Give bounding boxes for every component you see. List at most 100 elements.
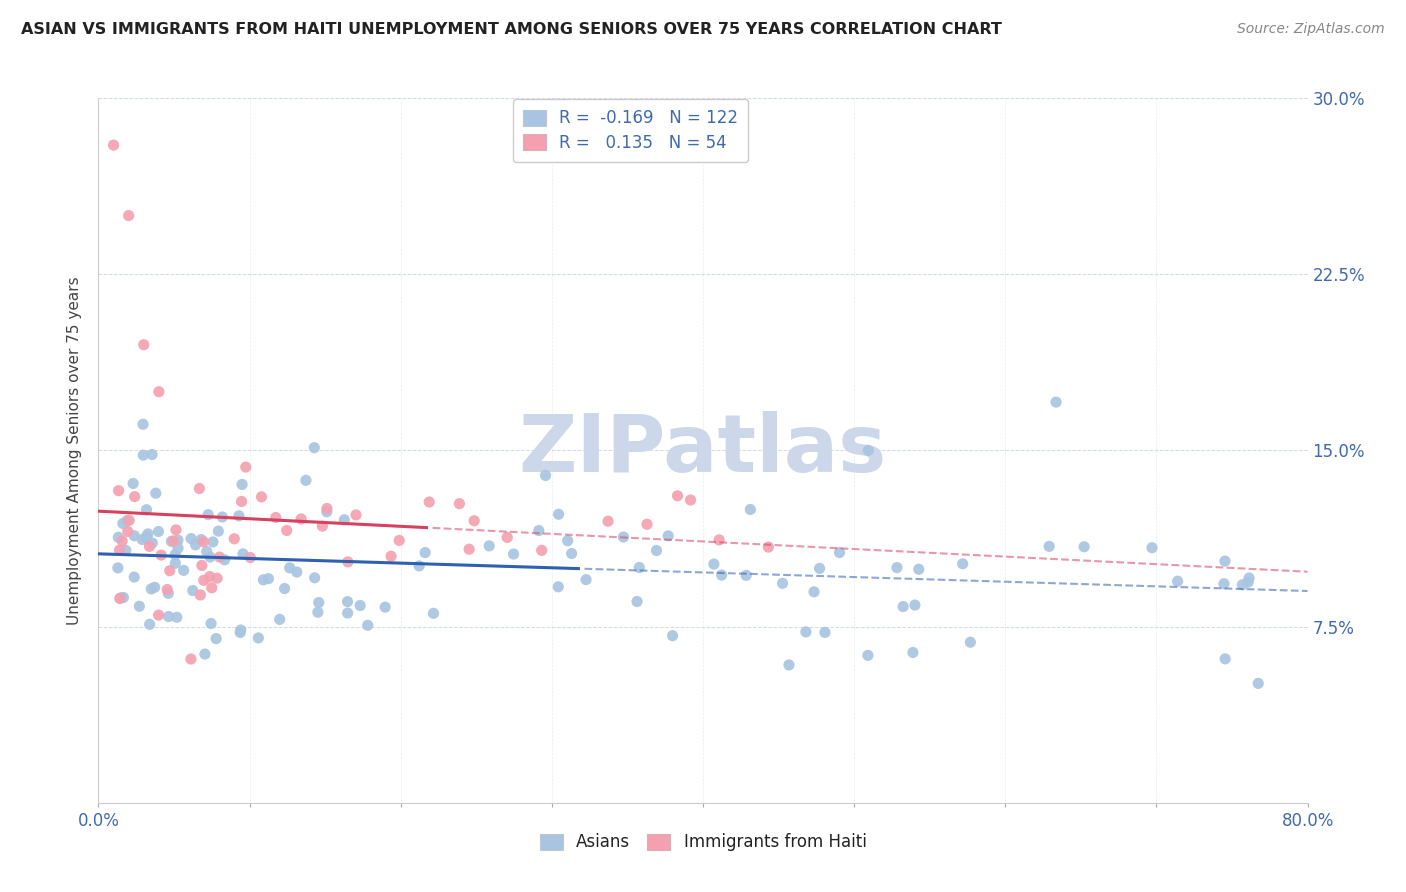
- Point: [145, 486, 167, 500]
- Point: [1167, 574, 1189, 589]
- Point: [907, 562, 929, 576]
- Point: [193, 574, 215, 588]
- Point: [148, 608, 170, 623]
- Point: [679, 493, 702, 508]
- Point: [707, 533, 730, 547]
- Point: [198, 569, 221, 583]
- Point: [132, 448, 155, 462]
- Point: [122, 570, 145, 584]
- Point: [891, 599, 914, 614]
- Point: [108, 543, 131, 558]
- Point: [122, 476, 145, 491]
- Point: [207, 524, 229, 538]
- Point: [131, 533, 153, 547]
- Point: [418, 495, 440, 509]
- Point: [224, 532, 246, 546]
- Point: [408, 558, 430, 573]
- Point: [547, 508, 569, 522]
- Point: [904, 598, 927, 612]
- Point: [1140, 541, 1163, 555]
- Point: [231, 494, 253, 508]
- Point: [803, 584, 825, 599]
- Point: [1237, 571, 1260, 585]
- Point: [657, 529, 679, 543]
- Point: [181, 583, 204, 598]
- Point: [1213, 554, 1236, 568]
- Point: [229, 623, 252, 637]
- Point: [264, 510, 287, 524]
- Point: [315, 505, 337, 519]
- Point: [132, 337, 155, 351]
- Point: [191, 558, 214, 573]
- Point: [285, 565, 308, 579]
- Point: [117, 513, 139, 527]
- Legend: Asians, Immigrants from Haiti: Asians, Immigrants from Haiti: [533, 827, 873, 858]
- Point: [205, 632, 228, 646]
- Point: [557, 533, 579, 548]
- Point: [735, 568, 758, 582]
- Point: [413, 545, 436, 559]
- Point: [596, 514, 619, 528]
- Point: [344, 508, 367, 522]
- Point: [269, 612, 291, 626]
- Point: [141, 448, 163, 462]
- Point: [160, 534, 183, 549]
- Point: [167, 533, 190, 548]
- Point: [666, 489, 689, 503]
- Point: [561, 547, 583, 561]
- Point: [336, 555, 359, 569]
- Point: [150, 548, 173, 562]
- Point: [205, 571, 228, 585]
- Point: [107, 483, 129, 498]
- Point: [143, 580, 166, 594]
- Point: [304, 571, 326, 585]
- Point: [128, 599, 150, 614]
- Point: [132, 417, 155, 432]
- Point: [195, 544, 218, 558]
- Point: [304, 441, 326, 455]
- Point: [756, 540, 779, 554]
- Point: [159, 564, 181, 578]
- Point: [496, 530, 519, 544]
- Point: [1073, 540, 1095, 554]
- Point: [112, 591, 135, 605]
- Point: [374, 600, 396, 615]
- Point: [1038, 540, 1060, 554]
- Point: [190, 533, 212, 547]
- Point: [165, 523, 187, 537]
- Point: [273, 582, 295, 596]
- Point: [502, 547, 524, 561]
- Point: [103, 138, 125, 153]
- Text: ZIPatlas: ZIPatlas: [519, 411, 887, 490]
- Point: [636, 517, 658, 532]
- Point: [211, 510, 233, 524]
- Point: [257, 572, 280, 586]
- Point: [231, 477, 253, 491]
- Point: [141, 536, 163, 550]
- Point: [135, 529, 157, 543]
- Point: [247, 631, 270, 645]
- Point: [547, 580, 569, 594]
- Point: [193, 534, 215, 549]
- Point: [138, 617, 160, 632]
- Point: [1213, 576, 1236, 591]
- Point: [808, 561, 831, 575]
- Point: [250, 490, 273, 504]
- Y-axis label: Unemployment Among Seniors over 75 years: Unemployment Among Seniors over 75 years: [67, 277, 83, 624]
- Point: [107, 530, 129, 544]
- Point: [1247, 676, 1270, 690]
- Point: [107, 561, 129, 575]
- Point: [111, 533, 134, 548]
- Point: [229, 625, 252, 640]
- Point: [794, 624, 817, 639]
- Point: [311, 519, 333, 533]
- Point: [449, 497, 471, 511]
- Point: [190, 588, 212, 602]
- Point: [333, 513, 356, 527]
- Point: [1213, 652, 1236, 666]
- Point: [1232, 578, 1254, 592]
- Point: [148, 384, 170, 399]
- Point: [814, 625, 837, 640]
- Text: ASIAN VS IMMIGRANTS FROM HAITI UNEMPLOYMENT AMONG SENIORS OVER 75 YEARS CORRELAT: ASIAN VS IMMIGRANTS FROM HAITI UNEMPLOYM…: [21, 22, 1002, 37]
- Point: [959, 635, 981, 649]
